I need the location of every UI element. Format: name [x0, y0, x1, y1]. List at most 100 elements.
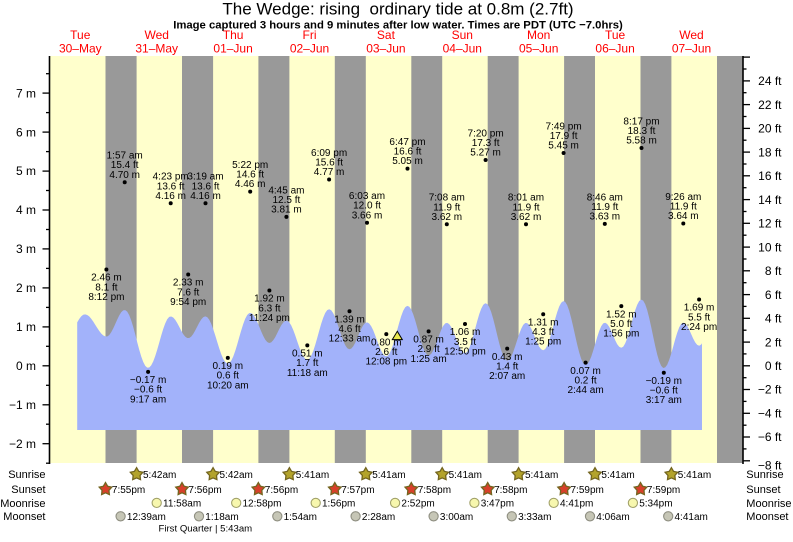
svg-text:0.43 m: 0.43 m [492, 352, 523, 363]
svg-text:11.9 ft: 11.9 ft [433, 202, 460, 213]
svg-text:3.64 m: 3.64 m [668, 211, 699, 222]
svg-text:Moonset: Moonset [3, 511, 45, 523]
svg-text:2.33 m: 2.33 m [173, 278, 204, 289]
svg-text:14 ft: 14 ft [758, 193, 782, 207]
svg-text:2.46 m: 2.46 m [91, 273, 122, 284]
svg-text:4.16 m: 4.16 m [155, 191, 186, 202]
svg-text:8:01 am: 8:01 am [508, 193, 544, 204]
svg-text:4.16 m: 4.16 m [190, 191, 221, 202]
svg-text:2:52pm: 2:52pm [401, 499, 434, 510]
svg-text:−4 ft: −4 ft [758, 407, 782, 421]
svg-text:5.5 ft: 5.5 ft [688, 312, 710, 323]
svg-text:0.07 m: 0.07 m [570, 366, 601, 377]
svg-text:1.52 m: 1.52 m [606, 309, 637, 320]
svg-text:10:20 am: 10:20 am [207, 380, 249, 391]
svg-text:5.0 ft: 5.0 ft [610, 319, 632, 330]
svg-text:17.3 ft: 17.3 ft [472, 138, 500, 149]
svg-text:1:54am: 1:54am [284, 512, 317, 523]
svg-text:1.31 m: 1.31 m [528, 318, 559, 329]
svg-text:3 m: 3 m [16, 242, 36, 256]
svg-text:12.5 ft: 12.5 ft [272, 195, 300, 206]
svg-text:12:50 pm: 12:50 pm [444, 346, 486, 357]
svg-text:9:17 am: 9:17 am [130, 394, 166, 405]
svg-text:−2 ft: −2 ft [758, 383, 782, 397]
svg-text:7:59pm: 7:59pm [571, 485, 604, 496]
svg-text:0.6 ft: 0.6 ft [217, 371, 239, 382]
svg-text:11.9 ft: 11.9 ft [670, 202, 697, 213]
svg-text:Moonrise: Moonrise [746, 498, 791, 510]
svg-text:13.6 ft: 13.6 ft [157, 181, 185, 192]
svg-text:2:28am: 2:28am [362, 512, 395, 523]
svg-text:12:58pm: 12:58pm [243, 499, 282, 510]
svg-text:Mon: Mon [527, 28, 550, 42]
svg-text:9:54 pm: 9:54 pm [170, 297, 206, 308]
svg-text:1 m: 1 m [16, 320, 36, 334]
svg-text:Wed: Wed [144, 28, 168, 42]
svg-text:7:57pm: 7:57pm [341, 485, 374, 496]
svg-text:17.9 ft: 17.9 ft [550, 131, 578, 142]
svg-text:5:42am: 5:42am [143, 470, 176, 481]
svg-text:0.19 m: 0.19 m [213, 361, 244, 372]
svg-text:7:58pm: 7:58pm [494, 485, 527, 496]
svg-text:5:41am: 5:41am [296, 470, 329, 481]
svg-text:Thu: Thu [223, 28, 244, 42]
svg-text:8:17 pm: 8:17 pm [623, 116, 659, 127]
svg-text:Image captured 3 hours and 9 m: Image captured 3 hours and 9 minutes aft… [173, 19, 623, 31]
svg-text:2.9 ft: 2.9 ft [417, 344, 439, 355]
svg-text:−6 ft: −6 ft [758, 430, 782, 444]
svg-text:0.80 m: 0.80 m [371, 337, 402, 348]
svg-text:2:44 am: 2:44 am [568, 385, 604, 396]
svg-text:4:06am: 4:06am [596, 512, 629, 523]
svg-text:Tue: Tue [605, 28, 626, 42]
svg-text:3.62 m: 3.62 m [432, 212, 463, 223]
svg-text:1.39 m: 1.39 m [334, 314, 365, 325]
svg-text:3:17 am: 3:17 am [646, 395, 682, 406]
svg-text:Sunrise: Sunrise [746, 469, 783, 481]
svg-text:06–Jun: 06–Jun [595, 42, 634, 56]
svg-text:4.70 m: 4.70 m [109, 170, 140, 181]
svg-text:1.06 m: 1.06 m [450, 327, 481, 338]
svg-text:3:47pm: 3:47pm [481, 499, 514, 510]
svg-text:3.62 m: 3.62 m [511, 212, 542, 223]
svg-text:04–Jun: 04–Jun [443, 42, 482, 56]
svg-text:1.69 m: 1.69 m [684, 303, 715, 314]
svg-text:4:41pm: 4:41pm [560, 499, 593, 510]
svg-text:2:24 pm: 2:24 pm [681, 322, 717, 333]
svg-text:−0.6 ft: −0.6 ft [650, 386, 678, 397]
svg-text:1:57 am: 1:57 am [107, 151, 143, 162]
svg-text:Sunset: Sunset [11, 484, 45, 496]
svg-text:2:07 am: 2:07 am [489, 371, 525, 382]
svg-text:4.6 ft: 4.6 ft [338, 324, 360, 335]
svg-text:−0.19 m: −0.19 m [646, 376, 682, 387]
svg-text:3.66 m: 3.66 m [352, 210, 383, 221]
svg-text:12 ft: 12 ft [758, 217, 782, 231]
svg-text:05–Jun: 05–Jun [519, 42, 558, 56]
svg-text:0.87 m: 0.87 m [413, 335, 444, 346]
svg-text:03–Jun: 03–Jun [366, 42, 405, 56]
svg-text:18 ft: 18 ft [758, 145, 782, 159]
svg-text:7:56pm: 7:56pm [265, 485, 298, 496]
svg-text:11.9 ft: 11.9 ft [512, 202, 539, 213]
svg-text:2 ft: 2 ft [765, 335, 782, 349]
svg-text:4:23 pm: 4:23 pm [153, 172, 189, 183]
svg-text:14.6 ft: 14.6 ft [236, 170, 264, 181]
svg-text:Fri: Fri [303, 28, 317, 42]
svg-text:0 ft: 0 ft [765, 359, 782, 373]
svg-text:0 m: 0 m [16, 359, 36, 373]
svg-text:Sun: Sun [452, 28, 473, 42]
svg-text:−0.6 ft: −0.6 ft [134, 385, 162, 396]
svg-text:First Quarter | 5:43am: First Quarter | 5:43am [159, 524, 253, 535]
svg-text:5:41am: 5:41am [678, 470, 711, 481]
svg-text:5:22 pm: 5:22 pm [232, 160, 268, 171]
svg-text:13.6 ft: 13.6 ft [192, 181, 220, 192]
svg-text:6:47 pm: 6:47 pm [389, 137, 425, 148]
svg-text:5.27 m: 5.27 m [470, 148, 501, 159]
svg-text:6:03 am: 6:03 am [349, 191, 385, 202]
svg-text:11:58am: 11:58am [163, 499, 201, 510]
svg-text:3:00am: 3:00am [440, 512, 473, 523]
svg-text:31–May: 31–May [135, 42, 178, 56]
svg-text:16.6 ft: 16.6 ft [394, 147, 422, 158]
svg-text:4:41am: 4:41am [675, 512, 708, 523]
svg-text:8.1 ft: 8.1 ft [95, 282, 117, 293]
svg-text:5:41am: 5:41am [525, 470, 558, 481]
